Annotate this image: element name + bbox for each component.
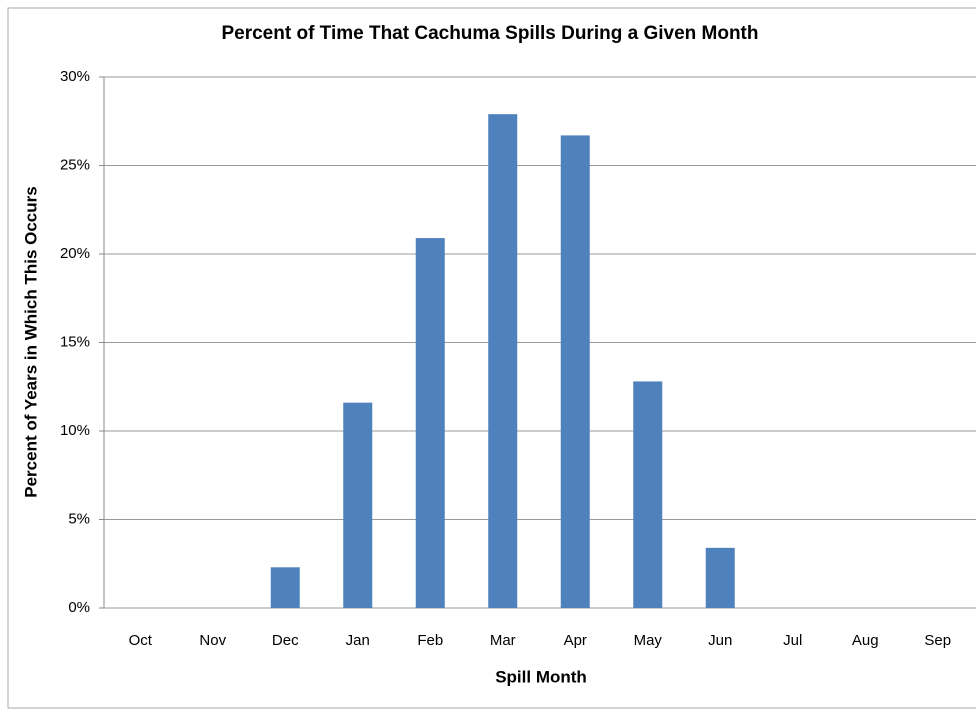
y-tick-label: 5% [68,510,90,527]
bar [560,135,590,608]
bar [415,238,445,608]
y-tick-label: 20% [60,245,90,262]
bar [633,381,663,608]
y-tick-label: 10% [60,422,90,439]
x-tick-label: Mar [490,632,516,649]
bar [705,547,735,608]
x-tick-label: Sep [924,632,951,649]
x-tick-label: Jun [708,632,732,649]
y-axis-label: Percent of Years in Which This Occurs [21,186,40,497]
y-tick-label: 15% [60,333,90,350]
x-tick-label: May [634,632,663,649]
x-tick-label: Jan [346,632,370,649]
bar [343,402,373,608]
x-tick-label: Nov [199,632,226,649]
y-tick-label: 30% [60,68,90,85]
x-tick-label: Jul [783,632,802,649]
x-tick-label: Dec [272,632,299,649]
y-tick-label: 25% [60,156,90,173]
chart-title: Percent of Time That Cachuma Spills Duri… [221,23,758,44]
x-tick-label: Aug [852,632,879,649]
bar [270,567,300,608]
x-tick-label: Apr [564,632,587,649]
y-tick-label: 0% [68,599,90,616]
x-axis-label: Spill Month [495,667,587,686]
bar [488,114,518,609]
x-tick-label: Oct [129,632,153,649]
x-tick-label: Feb [417,632,443,649]
